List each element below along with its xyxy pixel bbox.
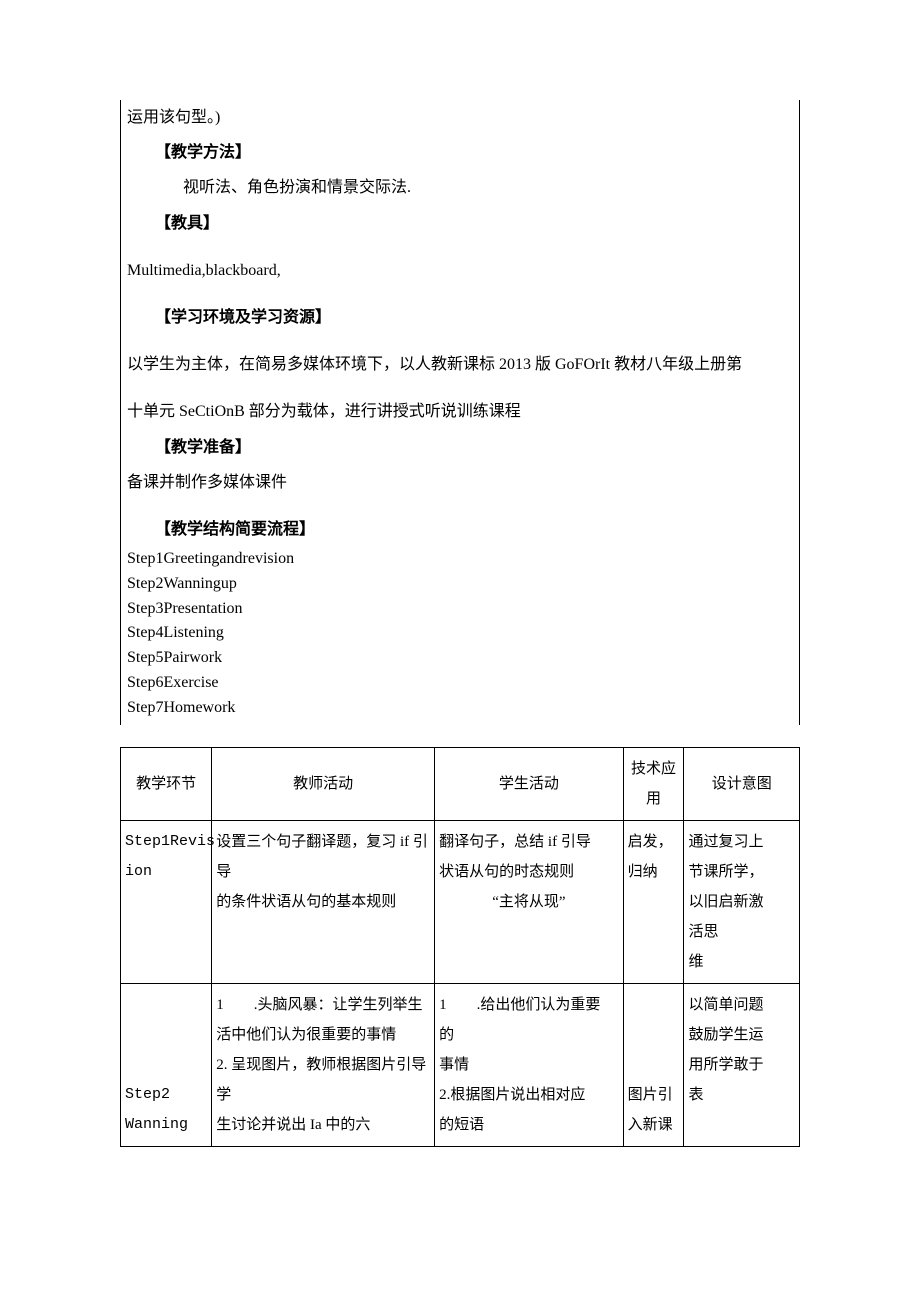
step-item: Step1Greetingandrevision (127, 547, 793, 572)
section-title-methods: 【教学方法】 (127, 135, 793, 170)
cell-tech: 启发， 归纳 (623, 820, 684, 983)
step-item: Step2Wanningup (127, 572, 793, 597)
steps-list: Step1Greetingandrevision Step2Wanningup … (127, 547, 793, 721)
cell-stage: Step1Revis ion (121, 820, 212, 983)
cell-student: 翻译句子，总结 if 引导 状语从句的时态规则 “主将从现” (435, 820, 623, 983)
section-body-env-a: 以学生为主体，在简易多媒体环境下，以人教新课标 2013 版 GoFOrIt 教… (127, 347, 793, 382)
section-body-aids: Multimedia,blackboard, (127, 253, 793, 288)
section-title-flow: 【教学结构简要流程】 (127, 512, 793, 547)
step-item: Step5Pairwork (127, 646, 793, 671)
section-body-env-b: 十单元 SeCtiOnB 部分为载体，进行讲授式听说训练课程 (127, 394, 793, 429)
header-tech: 技术应 用 (623, 747, 684, 820)
cell-intent: 以简单问题 鼓励学生运 用所学敢于 表 (684, 983, 800, 1146)
table-row: Step2 Wanning 1 .头脑风暴：让学生列举生 活中他们认为很重要的事… (121, 983, 800, 1146)
header-tech-a: 技术应 (631, 761, 676, 777)
header-stage: 教学环节 (121, 747, 212, 820)
cell-teacher: 设置三个句子翻译题，复习 if 引导 的条件状语从句的基本规则 (212, 820, 435, 983)
header-tech-b: 用 (646, 791, 661, 807)
table-row: Step1Revis ion 设置三个句子翻译题，复习 if 引导 的条件状语从… (121, 820, 800, 983)
step-item: Step4Listening (127, 621, 793, 646)
section-body-methods: 视听法、角色扮演和情景交际法. (127, 170, 793, 205)
section-title-aids: 【教具】 (127, 206, 793, 241)
section-title-prep: 【教学准备】 (127, 430, 793, 465)
cell-intent: 通过复习上 节课所学， 以旧启新激 活思 维 (684, 820, 800, 983)
header-teacher: 教师活动 (212, 747, 435, 820)
cell-student: 1 .给出他们认为重要 的 事情 2.根据图片说出相对应 的短语 (435, 983, 623, 1146)
continuation-line: 运用该句型。) (127, 100, 793, 135)
step-item: Step3Presentation (127, 597, 793, 622)
step-item: Step6Exercise (127, 671, 793, 696)
teaching-plan-table: 教学环节 教师活动 学生活动 技术应 用 设计意图 Step1Revis ion… (120, 747, 800, 1147)
cell-tech: 图片引 入新课 (623, 983, 684, 1146)
section-body-prep: 备课并制作多媒体课件 (127, 465, 793, 500)
upper-bordered-block: 运用该句型。) 【教学方法】 视听法、角色扮演和情景交际法. 【教具】 Mult… (120, 100, 800, 725)
cell-teacher: 1 .头脑风暴：让学生列举生 活中他们认为很重要的事情 2. 呈现图片，教师根据… (212, 983, 435, 1146)
step-item: Step7Homework (127, 696, 793, 721)
header-student: 学生活动 (435, 747, 623, 820)
document-page: 运用该句型。) 【教学方法】 视听法、角色扮演和情景交际法. 【教具】 Mult… (0, 0, 920, 1187)
table-header-row: 教学环节 教师活动 学生活动 技术应 用 设计意图 (121, 747, 800, 820)
header-intent: 设计意图 (684, 747, 800, 820)
cell-stage: Step2 Wanning (121, 983, 212, 1146)
section-title-env: 【学习环境及学习资源】 (127, 300, 793, 335)
